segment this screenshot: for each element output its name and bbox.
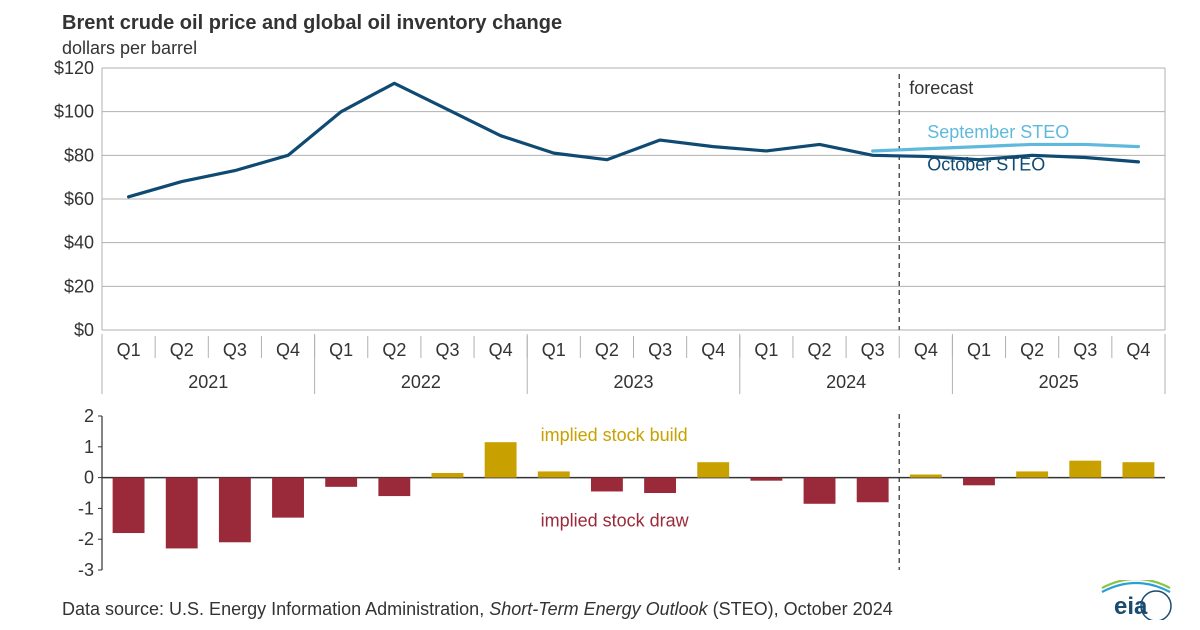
svg-text:$0: $0 [74, 320, 94, 340]
svg-text:October STEO: October STEO [927, 155, 1045, 175]
chart-canvas: $0 $20 $40 $60 $80 $100 $120 forecast September … [0, 0, 1200, 630]
svg-text:Q4: Q4 [489, 340, 513, 360]
svg-text:forecast: forecast [909, 78, 973, 98]
source-prefix: Data source: U.S. Energy Information Adm… [62, 599, 489, 619]
eia-logo: eia [1100, 580, 1172, 620]
svg-text:Q3: Q3 [861, 340, 885, 360]
svg-text:1: 1 [84, 437, 94, 457]
svg-text:Q4: Q4 [914, 340, 938, 360]
svg-text:$100: $100 [54, 102, 94, 122]
svg-text:Q2: Q2 [1020, 340, 1044, 360]
svg-text:0: 0 [84, 468, 94, 488]
svg-text:2022: 2022 [401, 372, 441, 392]
source-emph: Short-Term Energy Outlook [489, 599, 707, 619]
svg-text:-3: -3 [78, 560, 94, 580]
svg-text:2021: 2021 [188, 372, 228, 392]
svg-text:Q3: Q3 [648, 340, 672, 360]
svg-text:Q1: Q1 [542, 340, 566, 360]
svg-text:2024: 2024 [826, 372, 866, 392]
svg-text:-2: -2 [78, 529, 94, 549]
svg-text:Q2: Q2 [382, 340, 406, 360]
source-text: Data source: U.S. Energy Information Adm… [62, 599, 893, 620]
svg-text:Q2: Q2 [595, 340, 619, 360]
svg-text:Q2: Q2 [808, 340, 832, 360]
svg-text:September STEO: September STEO [927, 122, 1069, 142]
svg-text:Q1: Q1 [967, 340, 991, 360]
svg-text:implied stock draw: implied stock draw [541, 510, 690, 530]
svg-text:$120: $120 [54, 58, 94, 78]
svg-text:$40: $40 [64, 233, 94, 253]
svg-text:$80: $80 [64, 145, 94, 165]
chart-title: Brent crude oil price and global oil inv… [62, 12, 562, 35]
svg-text:Q3: Q3 [223, 340, 247, 360]
source-suffix: (STEO), October 2024 [708, 599, 893, 619]
svg-text:Q4: Q4 [701, 340, 725, 360]
svg-text:Q4: Q4 [1126, 340, 1150, 360]
chart-subtitle: dollars per barrel [62, 38, 197, 59]
svg-text:Q1: Q1 [117, 340, 141, 360]
svg-text:$20: $20 [64, 276, 94, 296]
svg-text:implied stock build: implied stock build [541, 425, 688, 445]
svg-text:2023: 2023 [613, 372, 653, 392]
svg-text:2: 2 [84, 406, 94, 426]
svg-text:Q3: Q3 [435, 340, 459, 360]
svg-text:2025: 2025 [1039, 372, 1079, 392]
svg-text:Q3: Q3 [1073, 340, 1097, 360]
svg-text:-1: -1 [78, 498, 94, 518]
svg-text:Q2: Q2 [170, 340, 194, 360]
svg-text:Q4: Q4 [276, 340, 300, 360]
svg-text:$60: $60 [64, 189, 94, 209]
svg-text:Q1: Q1 [329, 340, 353, 360]
eia-logo-text: eia [1114, 593, 1148, 620]
svg-text:Q1: Q1 [754, 340, 778, 360]
